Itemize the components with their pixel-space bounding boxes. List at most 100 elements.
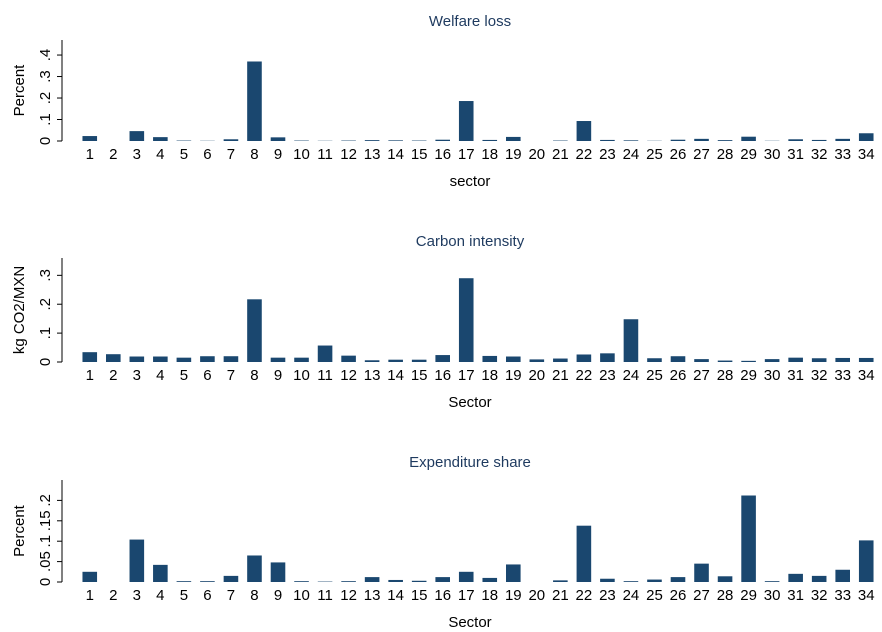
x-tick-label: 32 [811, 587, 828, 604]
chart-title: Expenditure share [409, 454, 531, 471]
y-axis-label: kg CO2/MXN [11, 266, 28, 354]
x-tick-label: 20 [528, 587, 545, 604]
x-tick-label: 22 [576, 587, 593, 604]
bar [411, 359, 427, 362]
x-tick-label: 7 [227, 587, 235, 604]
x-tick-label: 14 [387, 146, 404, 163]
x-tick-label: 3 [133, 146, 141, 163]
y-tick-label: 0 [37, 358, 54, 366]
x-tick-label: 17 [458, 587, 475, 604]
y-tick-label: .1 [37, 327, 54, 340]
bar [741, 495, 756, 582]
bar [435, 355, 450, 362]
x-tick-label: 28 [717, 587, 734, 604]
x-tick-label: 4 [156, 367, 164, 384]
x-tick-label: 33 [834, 587, 851, 604]
x-tick-label: 3 [133, 367, 141, 384]
x-tick-label: 4 [156, 587, 164, 604]
bar [482, 355, 498, 362]
x-tick-label: 6 [203, 367, 211, 384]
bar [270, 357, 286, 362]
bar [576, 121, 592, 141]
x-tick-label: 11 [317, 367, 333, 384]
y-tick-label: .2 [37, 298, 54, 311]
bar [364, 360, 380, 362]
x-tick-label: 14 [387, 367, 404, 384]
x-tick-label: 14 [387, 587, 404, 604]
y-tick-label: .3 [37, 70, 54, 83]
x-tick-label: 9 [274, 587, 282, 604]
y-tick-label: .3 [37, 269, 54, 282]
y-tick-label: .1 [37, 535, 54, 548]
bar [858, 357, 874, 362]
bar [176, 581, 192, 582]
bar [82, 352, 98, 362]
x-tick-label: 25 [646, 367, 663, 384]
bar [788, 573, 803, 582]
x-tick-label: 16 [434, 146, 451, 163]
x-tick-label: 13 [364, 587, 381, 604]
bar [788, 357, 803, 362]
y-tick-label: .4 [37, 49, 54, 62]
bar [811, 575, 827, 582]
x-tick-label: 32 [811, 367, 828, 384]
bar [717, 360, 733, 362]
bar [623, 140, 639, 141]
x-tick-label: 16 [434, 587, 451, 604]
x-tick-label: 17 [458, 146, 475, 163]
bar [200, 581, 215, 582]
bar [623, 319, 639, 362]
x-tick-label: 29 [740, 146, 757, 163]
x-tick-label: 10 [293, 146, 310, 163]
bar [458, 278, 474, 362]
x-tick-label: 5 [180, 587, 188, 604]
x-tick-label: 11 [317, 146, 333, 163]
bar [835, 357, 850, 362]
x-tick-label: 7 [227, 146, 235, 163]
bar [82, 136, 98, 141]
bar [82, 571, 98, 582]
bar [600, 578, 615, 582]
y-axis-label: Percent [11, 504, 28, 557]
x-tick-label: 9 [274, 146, 282, 163]
x-tick-label: 12 [340, 367, 357, 384]
bar [717, 576, 733, 582]
x-tick-label: 21 [552, 367, 569, 384]
bar [129, 356, 145, 362]
bar [811, 358, 827, 362]
bar [764, 581, 780, 582]
bar [670, 356, 686, 362]
x-tick-label: 9 [274, 367, 282, 384]
x-tick-label: 19 [505, 146, 522, 163]
x-tick-label: 10 [293, 587, 310, 604]
x-tick-label: 21 [552, 587, 569, 604]
x-tick-label: 8 [250, 146, 258, 163]
bar [741, 136, 756, 141]
bar [223, 356, 239, 362]
bar [294, 581, 309, 582]
x-tick-label: 31 [787, 587, 804, 604]
bar [647, 358, 662, 362]
bar [129, 131, 145, 141]
bar [506, 136, 521, 141]
x-tick-label: 15 [411, 367, 428, 384]
x-tick-label: 34 [858, 146, 875, 163]
x-tick-label: 27 [693, 146, 710, 163]
y-tick-label: .2 [37, 92, 54, 105]
y-tick-label: .15 [37, 510, 54, 531]
bar [670, 139, 686, 141]
x-tick-label: 23 [599, 587, 616, 604]
bar [482, 577, 498, 582]
y-tick-label: 0 [37, 137, 54, 145]
bar [858, 133, 874, 141]
bar [576, 525, 592, 582]
x-tick-label: 24 [623, 146, 640, 163]
bar [247, 555, 262, 582]
x-tick-label: 25 [646, 146, 663, 163]
bar [200, 356, 215, 362]
x-tick-label: 1 [86, 367, 94, 384]
bar [576, 354, 592, 362]
x-tick-label: 31 [787, 146, 804, 163]
x-tick-label: 1 [86, 587, 94, 604]
